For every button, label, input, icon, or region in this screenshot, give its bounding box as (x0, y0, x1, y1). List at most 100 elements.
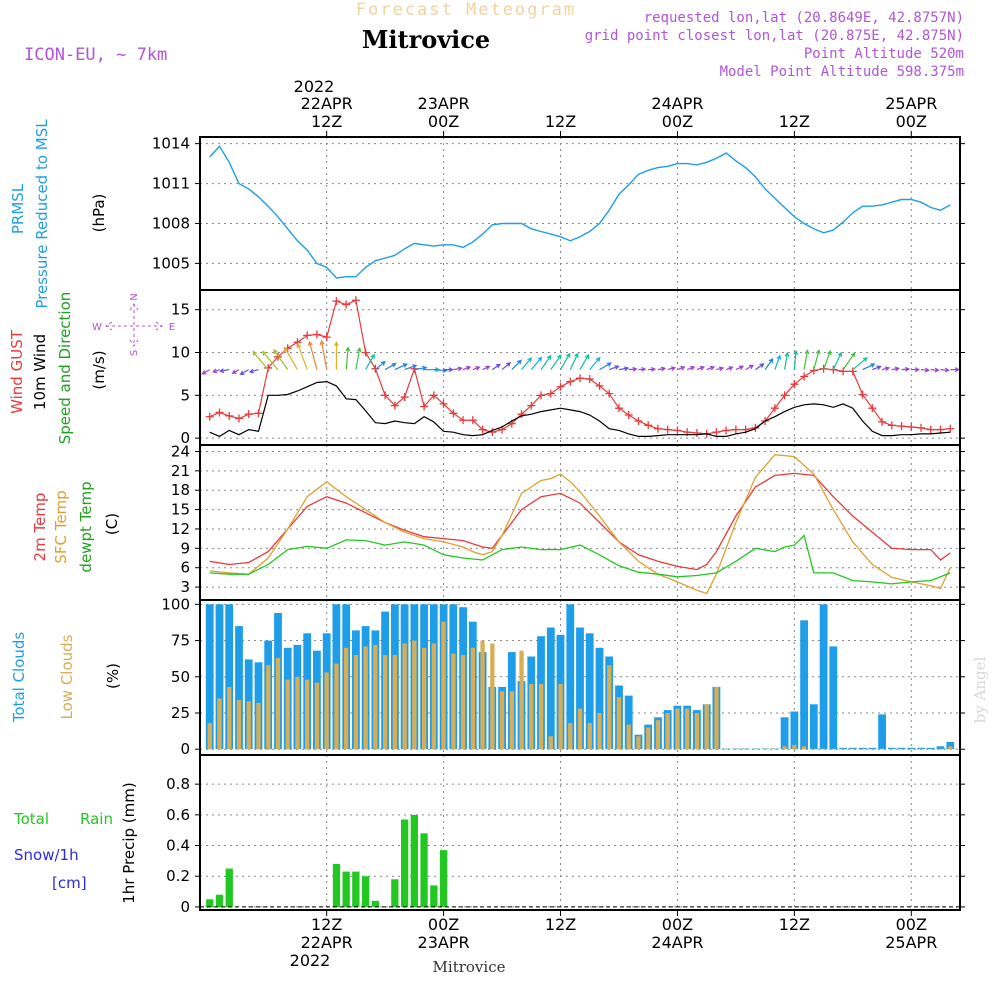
wind-direction-arrow (512, 360, 521, 369)
rain-bar (401, 820, 408, 908)
gust-marker (576, 374, 584, 382)
temp-label-dewpt: dewpt Temp (77, 481, 95, 572)
low-cloud-bar (695, 713, 699, 749)
cloud-panel-labels: Total Clouds Low Clouds (%) (10, 632, 122, 724)
compass-s: S (129, 350, 140, 356)
gust-marker (878, 418, 886, 426)
total-cloud-bar (781, 717, 789, 749)
location-title: Mitrovice (362, 25, 490, 54)
wind-direction-arrow (843, 353, 854, 369)
low-cloud-bar (422, 648, 426, 749)
wind-direction-arrow (902, 367, 909, 371)
bottom-axis-date: 24APR (651, 933, 703, 952)
wind-direction-arrow (736, 366, 743, 370)
wind-ytick-label: 5 (180, 386, 190, 404)
bottom-axis-hour: 12Z (779, 915, 810, 934)
temp-panel-labels: 2m Temp SFC Temp dewpt Temp (C) (31, 481, 121, 572)
wind-direction-arrow (609, 366, 618, 370)
low-cloud-bar (627, 725, 631, 750)
low-cloud-bar (802, 746, 806, 749)
low-cloud-bar (471, 648, 475, 749)
wind-direction-arrow (241, 370, 249, 375)
bottom-axis-date: 25APR (885, 933, 937, 952)
wind-direction-arrow (531, 358, 541, 370)
panel-precip: 00.20.40.60.8 (166, 755, 965, 916)
wind-direction-arrow (561, 354, 570, 370)
total-cloud-bar (820, 604, 828, 749)
rain-bar (391, 879, 398, 907)
wind-direction-arrow (309, 342, 317, 370)
rain-bar (333, 864, 340, 907)
precip-label-cm: [cm] (52, 874, 87, 892)
low-cloud-bar (461, 655, 465, 749)
wind-direction-arrow (716, 367, 723, 371)
total-cloud-bar (547, 628, 555, 750)
gust-marker (225, 412, 233, 420)
wind-direction-arrow (492, 364, 500, 369)
gust-marker (245, 410, 253, 418)
low-cloud-bar (237, 700, 241, 749)
low-cloud-bar (617, 697, 621, 749)
wind-direction-arrow (590, 358, 600, 370)
wind-direction-arrow (911, 368, 918, 372)
gust-marker (644, 421, 652, 429)
low-cloud-bar (334, 664, 338, 750)
wind-direction-arrow (814, 350, 820, 369)
low-cloud-bar (412, 641, 416, 750)
low-cloud-bar (227, 687, 231, 749)
wind-direction-arrow (629, 367, 637, 371)
rain-bar (362, 876, 369, 907)
wind-direction-arrow (320, 341, 326, 370)
gust-marker (722, 426, 730, 434)
wind-label-10m: 10m Wind (31, 334, 49, 410)
bottom-axis-hour: 12Z (311, 915, 342, 934)
low-cloud-bar (305, 680, 309, 750)
bottom-axis-hour: 00Z (428, 915, 459, 934)
temp-ytick-label: 3 (180, 578, 190, 596)
low-cloud-bar (315, 683, 319, 750)
top-axis-date: 25APR (885, 94, 937, 113)
wind-ytick-label: 15 (171, 301, 190, 319)
wind-direction-arrow (824, 351, 831, 369)
clouds-ytick-label: 0 (180, 740, 190, 758)
pressure-ytick-label: 1008 (152, 214, 190, 232)
low-cloud-bar (373, 645, 377, 749)
wind-direction-arrow (668, 367, 675, 371)
temp-ytick-label: 15 (171, 501, 190, 519)
wind-direction-arrow (746, 365, 753, 369)
gust-marker (888, 421, 896, 429)
low-cloud-bar (666, 713, 670, 749)
wind-direction-arrow (726, 367, 732, 371)
pressure-panel-labels: PRMSL Pressure Reduced to MSL (hPa) (9, 119, 108, 309)
wind-direction-arrow (804, 350, 809, 369)
rain-bar (440, 850, 447, 907)
clouds-ytick-label: 50 (171, 668, 190, 686)
precip-label-rain: Rain (80, 810, 113, 828)
wind-direction-arrow (892, 367, 899, 371)
total-cloud-bar (878, 714, 886, 749)
gust-marker (634, 417, 642, 425)
wind-direction-arrow (346, 348, 350, 370)
gust-marker (323, 333, 331, 341)
temp-2m-line (210, 473, 951, 569)
clouds-ytick-label: 100 (161, 595, 190, 613)
wind-direction-arrow (648, 368, 655, 372)
pressure-label-2: Pressure Reduced to MSL (33, 119, 51, 309)
total-cloud-bar (937, 746, 945, 749)
low-cloud-bar (217, 699, 221, 750)
clouds-ytick-label: 25 (171, 704, 190, 722)
wind-speed-line (210, 382, 951, 437)
top-axis-hour: 12Z (311, 112, 342, 131)
cloud-label-low: Low Clouds (58, 634, 76, 719)
wind-direction-arrow (570, 354, 578, 370)
wind-direction-arrow (755, 364, 763, 370)
wind-direction-arrow (335, 342, 339, 369)
low-cloud-bar (675, 709, 679, 750)
gust-marker (907, 423, 915, 431)
wind-direction-arrow (213, 369, 219, 373)
gust-marker (732, 426, 740, 434)
